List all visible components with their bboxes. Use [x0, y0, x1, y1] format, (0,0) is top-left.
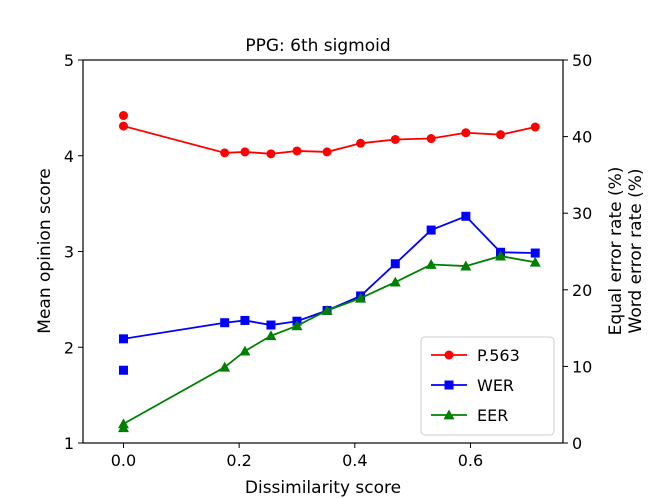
data-point: [220, 318, 230, 328]
y-axis-right-label-wer: Word error rate (%): [626, 168, 646, 333]
data-point: [460, 260, 472, 271]
y-tick-label: 1: [64, 434, 74, 453]
data-point: [118, 334, 128, 344]
data-point: [240, 315, 250, 325]
series-layer: [117, 111, 541, 433]
data-point: [496, 130, 506, 140]
data-point: [239, 345, 251, 356]
data-point: [265, 330, 277, 341]
data-point: [461, 211, 471, 221]
data-point: [390, 134, 400, 144]
data-point: [266, 320, 276, 330]
data-point: [322, 147, 332, 157]
data-point: [530, 122, 540, 132]
data-point: [529, 256, 541, 267]
data-point: [425, 259, 437, 269]
legend-box: [420, 336, 555, 436]
y-tick-label: 5: [64, 51, 74, 70]
data-point: [390, 259, 400, 269]
y2-tick-label: 10: [572, 357, 592, 376]
data-point: [292, 146, 302, 156]
data-point: [426, 134, 436, 144]
series-p-563: [118, 111, 540, 159]
data-point: [461, 128, 471, 138]
series-line: [123, 215, 536, 340]
y-tick-label: 4: [64, 147, 74, 166]
data-point: [356, 138, 366, 148]
data-point: [355, 292, 367, 303]
y-axis-left-label: Mean opinion score: [35, 168, 55, 333]
y2-tick-label: 30: [572, 204, 592, 223]
legend-marker: [443, 409, 455, 420]
legend-entry: EER: [431, 406, 508, 425]
data-point: [220, 148, 230, 158]
y2-tick-label: 40: [572, 128, 592, 147]
legend-entry: P.563: [431, 346, 520, 365]
y-axis-right: 0 10 20 30 40 50: [563, 51, 592, 453]
data-point: [321, 304, 333, 315]
data-point: [530, 248, 540, 258]
legend-entry: WER: [431, 376, 514, 395]
data-point: [291, 320, 303, 331]
data-point: [426, 225, 436, 235]
x-tick-label: 0.2: [226, 451, 251, 470]
y-axis-right-label-eer: Equal error rate (%): [606, 167, 626, 336]
data-point: [389, 276, 401, 287]
legend-marker: [444, 350, 454, 360]
data-point: [118, 365, 128, 375]
data-point: [495, 250, 507, 261]
y-tick-label: 2: [64, 338, 74, 357]
data-point: [266, 149, 276, 159]
y2-tick-label: 0: [572, 434, 582, 453]
y-tick-label: 3: [64, 243, 74, 262]
legend-label: EER: [477, 406, 508, 425]
data-point: [219, 361, 231, 372]
y2-tick-label: 20: [572, 281, 592, 300]
x-tick-label: 0.0: [111, 451, 136, 470]
legend-marker: [444, 380, 454, 390]
series-eer: [117, 250, 541, 433]
data-point: [118, 111, 128, 121]
legend-label: P.563: [477, 346, 520, 365]
chart-title: PPG: 6th sigmoid: [245, 36, 390, 56]
x-axis: 0.0 0.2 0.4 0.6: [111, 443, 483, 470]
y2-tick-label: 50: [572, 51, 592, 70]
legend-label: WER: [477, 376, 514, 395]
x-tick-label: 0.4: [342, 451, 367, 470]
y-axis-left: 1 2 3 4 5: [64, 51, 83, 453]
x-tick-label: 0.6: [458, 451, 483, 470]
data-point: [240, 147, 250, 157]
x-axis-label: Dissimilarity score: [245, 478, 401, 498]
data-point: [118, 121, 128, 131]
data-point: [117, 418, 129, 429]
legend: P.563 WER EER: [420, 336, 555, 436]
